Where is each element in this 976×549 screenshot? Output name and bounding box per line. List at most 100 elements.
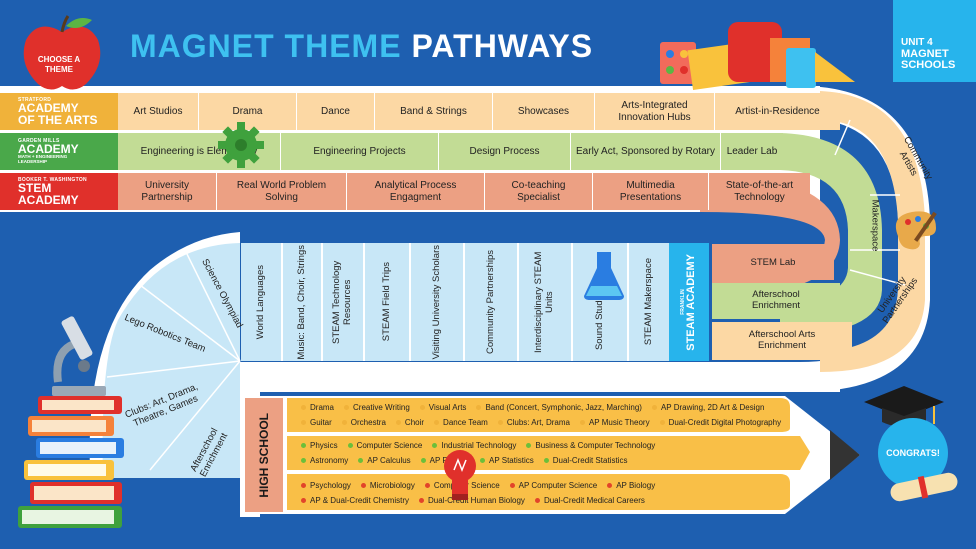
hs-course-item[interactable]: Dual-Credit Statistics [543,456,627,465]
arts-item[interactable]: Showcases [492,93,594,130]
hs-course-label: Orchestra [350,418,386,427]
hs-sci-line-1: Psychology Microbiology Computer Science AP… [301,481,787,490]
hs-course-item[interactable]: Psychology [301,481,351,490]
apple-icon[interactable] [18,12,106,92]
bullet-dot-icon [534,498,540,503]
column-steam-field-trips[interactable]: STEAM Field Trips [365,243,409,361]
unit-number: UNIT 4 [901,37,933,48]
hs-course-item[interactable]: AP Music Theory [579,418,650,427]
hs-course-label: Psychology [310,481,351,490]
hs-course-item[interactable]: Dual-Credit Medical Careers [534,496,645,505]
engineering-item[interactable]: Early Act, Sponsored by Rotary [570,133,720,170]
hs-course-item[interactable]: AP & Dual-Credit Chemistry [301,496,409,505]
bullet-dot-icon [301,443,306,448]
column-community-partnerships[interactable]: Community Partnerships [465,243,517,361]
afterschool-enrichment-item[interactable]: Afterschool Enrichment [712,283,840,319]
stem-item[interactable]: Co-teaching Specialist [484,173,592,210]
arts-item[interactable]: Dance [296,93,374,130]
bullet-dot-icon [526,443,532,448]
hs-course-label: AP Statistics [488,456,534,465]
hs-course-item[interactable]: AP Drawing, 2D Art & Design [651,403,764,412]
hs-course-item[interactable]: Choir [395,418,425,427]
hs-course-item[interactable]: Creative Writing [344,403,410,412]
stem-academy-label[interactable]: BOOKER T. WASHINGTON STEM ACADEMY [0,173,118,210]
hs-course-label: Creative Writing [353,403,410,412]
arts-academy-label[interactable]: STRATFORD ACADEMY OF THE ARTS [0,93,118,130]
arts-item[interactable]: Arts-Integrated Innovation Hubs [594,93,714,130]
hs-course-item[interactable]: Guitar [301,418,332,427]
hs-course-item[interactable]: Band (Concert, Symphonic, Jazz, Marching… [476,403,642,412]
arts-label-big-2: OF THE ARTS [18,112,98,127]
high-school-text: HIGH SCHOOL [257,412,271,498]
hs-course-label: AP Biology [616,481,656,490]
hs-course-label: Choir [404,418,425,427]
arts-item[interactable]: Artist-in-Residence [714,93,840,130]
column-visiting-scholars[interactable]: Visiting University Scholars [411,243,463,361]
hs-course-item[interactable]: Physics [301,441,338,450]
hs-course-item[interactable]: Clubs: Art, Drama [497,418,570,427]
stem-item[interactable]: University Partnership [141,180,193,203]
engineering-item[interactable]: Design Process [438,133,570,170]
engineering-item[interactable]: Engineering Projects [280,133,438,170]
hs-course-item[interactable]: Industrial Technology [432,441,516,450]
bullet-dot-icon [432,443,438,448]
bullet-dot-icon [395,420,401,425]
hs-course-label: Astronomy [310,456,349,465]
hs-course-item[interactable]: AP Statistics [479,456,534,465]
hs-course-item[interactable]: Microbiology [360,481,415,490]
arts-item[interactable]: Drama [198,93,296,130]
hs-course-label: AP Calculus [367,456,411,465]
arts-label-big-1: ACADEMY [18,101,79,116]
bullet-dot-icon [301,498,306,503]
franklin-academy-label[interactable]: FRANKLIN STEAM ACADEMY [669,243,709,361]
column-music[interactable]: Music: Band, Choir, Strings [283,243,321,361]
arts-item[interactable]: Band & Strings [374,93,492,130]
arts-item[interactable]: Art Studios [133,105,183,117]
column-steam-makerspace[interactable]: STEAM Makerspace [629,243,669,361]
hs-course-item[interactable]: AP Computer Science [509,481,597,490]
congrats-text: CONGRATS! [886,448,940,458]
hs-course-item[interactable]: Dual-Credit Digital Photography [659,418,781,427]
hs-course-label: Microbiology [369,481,415,490]
column-world-languages[interactable]: World Languages [241,243,281,361]
column-divider [321,243,323,361]
engineering-item[interactable]: Leader Lab [720,133,783,170]
hs-course-item[interactable]: AP Biology [607,481,655,490]
bullet-dot-icon [419,498,424,503]
hs-course-label: Dance Team [443,418,488,427]
afterschool-arts-label: Afterschool Arts Enrichment [748,329,816,351]
bullet-dot-icon [301,405,306,410]
hs-course-item[interactable]: Drama [301,403,334,412]
high-school-label[interactable]: HIGH SCHOOL [245,398,283,512]
hs-course-item[interactable]: Dual-Credit Human Biology [419,496,525,505]
palette-icon [895,211,937,250]
stem-item[interactable]: Analytical Process Engagment [346,173,484,210]
hs-course-item[interactable]: AP Calculus [358,456,411,465]
stem-item[interactable]: Multimedia Presentations [592,173,708,210]
stem-label-small: BOOKER T. WASHINGTON [18,177,87,184]
hs-sci-row: Psychology Microbiology Computer Science AP… [287,478,787,508]
engineering-academy-label[interactable]: GARDEN MILLS ACADEMY MATH + ENGINEERING … [0,133,118,170]
hs-course-item[interactable]: Business & Computer Technology [526,441,655,450]
hs-course-item[interactable]: Computer Science [347,441,422,450]
hs-course-item[interactable]: Dance Team [434,418,488,427]
column-steam-tech[interactable]: STEAM Technology Resources [323,243,363,361]
stem-item[interactable]: State-of-the-art Technology [708,173,810,210]
bullet-dot-icon [301,483,306,488]
curve-item-makerspace[interactable]: Makerspace [869,199,881,252]
column-divider [571,243,573,361]
bullet-dot-icon [607,483,613,488]
column-divider [409,243,411,361]
hs-course-item[interactable]: Astronomy [301,456,348,465]
hs-course-label: Dual-Credit Human Biology [428,496,525,505]
hs-course-item[interactable]: Orchestra [341,418,386,427]
hs-course-item[interactable]: Visual Arts [419,403,466,412]
stem-lab-item[interactable]: STEM Lab [712,244,834,280]
column-interdisciplinary[interactable]: Interdisciplinary STEAM Units [519,243,571,361]
hs-course-label: Physics [310,441,338,450]
stem-item[interactable]: Real World Problem Solving [216,173,346,210]
afterschool-arts-item[interactable]: Afterschool Arts Enrichment [712,322,852,360]
column-label: World Languages [254,264,266,340]
title-part-2: PATHWAYS [411,28,594,64]
engineering-item[interactable]: Engineering is Elementary [140,145,258,157]
